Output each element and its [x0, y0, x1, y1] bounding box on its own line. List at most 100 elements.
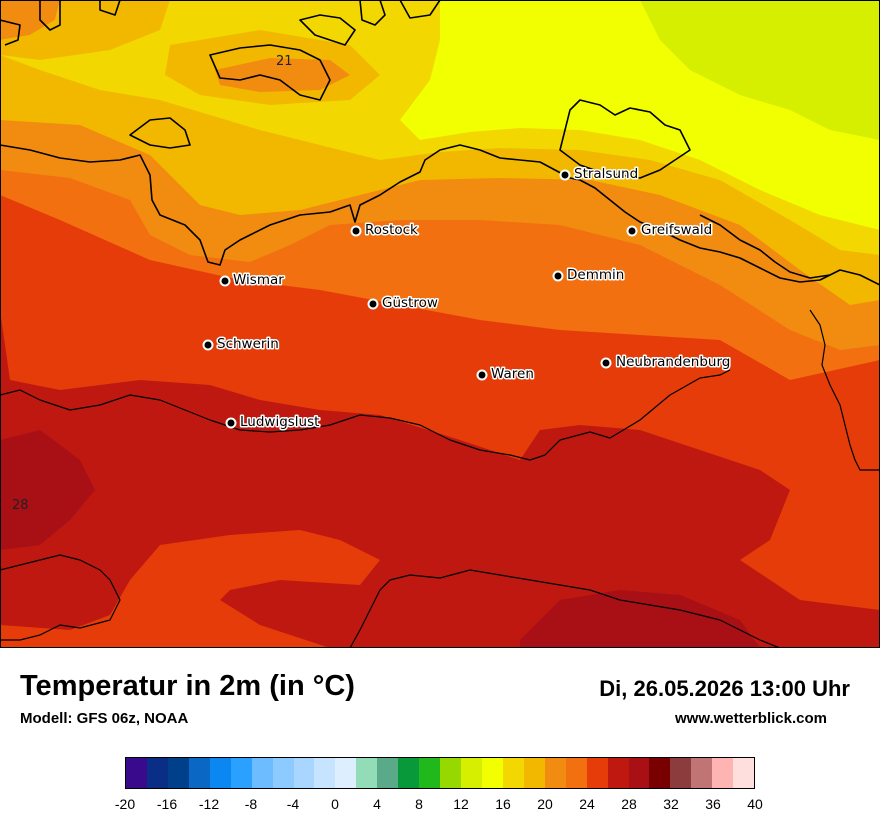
city-marker — [600, 357, 612, 369]
legend-swatch — [167, 758, 189, 788]
legend-tick-label: 20 — [537, 796, 553, 812]
temp-band-30-32 — [0, 430, 95, 550]
city-wismar: Wismar — [219, 271, 286, 290]
legend-swatch — [126, 758, 147, 788]
legend-swatch — [544, 758, 566, 788]
color-legend — [125, 757, 755, 789]
legend-tick-label: 8 — [415, 796, 423, 812]
state-border-west — [0, 369, 731, 461]
city-label: Wismar — [233, 272, 284, 288]
legend-swatch — [691, 758, 713, 788]
city-label: Güstrow — [382, 295, 438, 311]
legend-swatch — [440, 758, 461, 788]
city-marker — [202, 339, 214, 351]
legend-swatch — [565, 758, 587, 788]
legend-tick-label: -8 — [244, 796, 258, 812]
city-label: Schwerin — [217, 336, 279, 352]
legend-swatch — [481, 758, 503, 788]
city-marker — [559, 169, 571, 181]
city-label: Rostock — [365, 222, 418, 238]
temp-band-28-30 — [0, 310, 880, 648]
city-stralsund: Stralsund — [559, 165, 640, 184]
legend-swatch — [670, 758, 692, 788]
legend-tick-label: -16 — [156, 796, 178, 812]
city-label: Stralsund — [574, 166, 638, 182]
legend-swatch — [419, 758, 441, 788]
legend-swatch — [293, 758, 315, 788]
state-border-south — [349, 569, 781, 648]
city-label: Demmin — [567, 267, 624, 283]
legend-swatch — [314, 758, 336, 788]
coastline-lolland — [129, 44, 331, 149]
legend-tick-label: -20 — [114, 796, 136, 812]
legend-tick-label: 36 — [705, 796, 721, 812]
state-border-southwest — [0, 554, 121, 641]
legend-swatch — [209, 758, 231, 788]
legend-swatch — [146, 758, 168, 788]
city-marker — [476, 369, 488, 381]
temp-band-22-24-north — [0, 0, 60, 40]
city-marker — [626, 225, 638, 237]
legend-swatch — [230, 758, 252, 788]
city-waren: Waren — [476, 365, 535, 384]
city-rostock: Rostock — [350, 221, 420, 240]
coastline-sealand — [359, 0, 441, 26]
city-neubrandenburg: Neubrandenburg — [600, 353, 732, 372]
city-label: Neubrandenburg — [616, 354, 730, 370]
legend-tick-label: -4 — [286, 796, 300, 812]
city-schwerin: Schwerin — [202, 335, 280, 354]
legend-swatch — [398, 758, 420, 788]
legend-tick-label: 16 — [495, 796, 511, 812]
legend-tick-label: 40 — [747, 796, 763, 812]
legend-swatch — [733, 758, 755, 788]
legend-swatch — [586, 758, 608, 788]
legend-swatch — [272, 758, 294, 788]
legend-tick-label: 0 — [331, 796, 339, 812]
city-ludwigslust: Ludwigslust — [225, 413, 321, 432]
map-title: Temperatur in 2m (in °C) — [20, 670, 355, 702]
coastline-falster — [39, 0, 356, 46]
temp-band-22-24-island — [215, 58, 350, 92]
legend-tick-label: 24 — [579, 796, 595, 812]
legend-swatch — [628, 758, 650, 788]
city-greifswald: Greifswald — [626, 221, 714, 240]
legend-ticks: -20 -16 -12 -8 -4 0 4 8 12 16 20 24 28 32 36 40 — [115, 796, 763, 814]
legend-swatch — [649, 758, 671, 788]
temp-band-20-22-north — [0, 0, 170, 60]
temp-band-14-16 — [640, 0, 880, 140]
city-label: Waren — [491, 366, 534, 382]
city-label: Greifswald — [641, 222, 712, 238]
model-info: Modell: GFS 06z, NOAA — [20, 710, 189, 727]
legend-swatch — [712, 758, 734, 788]
legend-tick-label: -12 — [198, 796, 220, 812]
forecast-datetime: Di, 26.05.2026 13:00 Uhr — [599, 676, 850, 701]
temp-band-30-32-south — [520, 590, 760, 648]
legend-swatch — [335, 758, 357, 788]
state-border-east — [809, 309, 880, 471]
legend-tick-label: 4 — [373, 796, 381, 812]
legend-swatch — [251, 758, 273, 788]
city-marker — [350, 225, 362, 237]
city-gustrow: Güstrow — [367, 294, 439, 313]
legend-swatch — [188, 758, 210, 788]
footer: Temperatur in 2m (in °C) Modell: GFS 06z… — [0, 648, 880, 830]
coastline-rugen — [559, 99, 691, 179]
city-marker — [219, 275, 231, 287]
legend-swatch — [356, 758, 378, 788]
coastline-usedom — [699, 214, 831, 279]
legend-swatch — [377, 758, 399, 788]
city-marker — [367, 298, 379, 310]
city-marker — [225, 417, 237, 429]
legend-swatch — [502, 758, 524, 788]
city-marker — [552, 270, 564, 282]
temperature-map: 21 28 Stralsund Rostock Greifswald Wisma… — [0, 0, 880, 648]
legend-swatch — [461, 758, 482, 788]
city-demmin: Demmin — [552, 266, 626, 285]
legend-swatch — [523, 758, 545, 788]
legend-swatch — [607, 758, 629, 788]
contour-label-21: 21 — [276, 54, 293, 69]
legend-tick-label: 12 — [453, 796, 469, 812]
legend-tick-label: 32 — [663, 796, 679, 812]
city-label: Ludwigslust — [240, 414, 319, 430]
website-link: www.wetterblick.com — [675, 710, 827, 727]
